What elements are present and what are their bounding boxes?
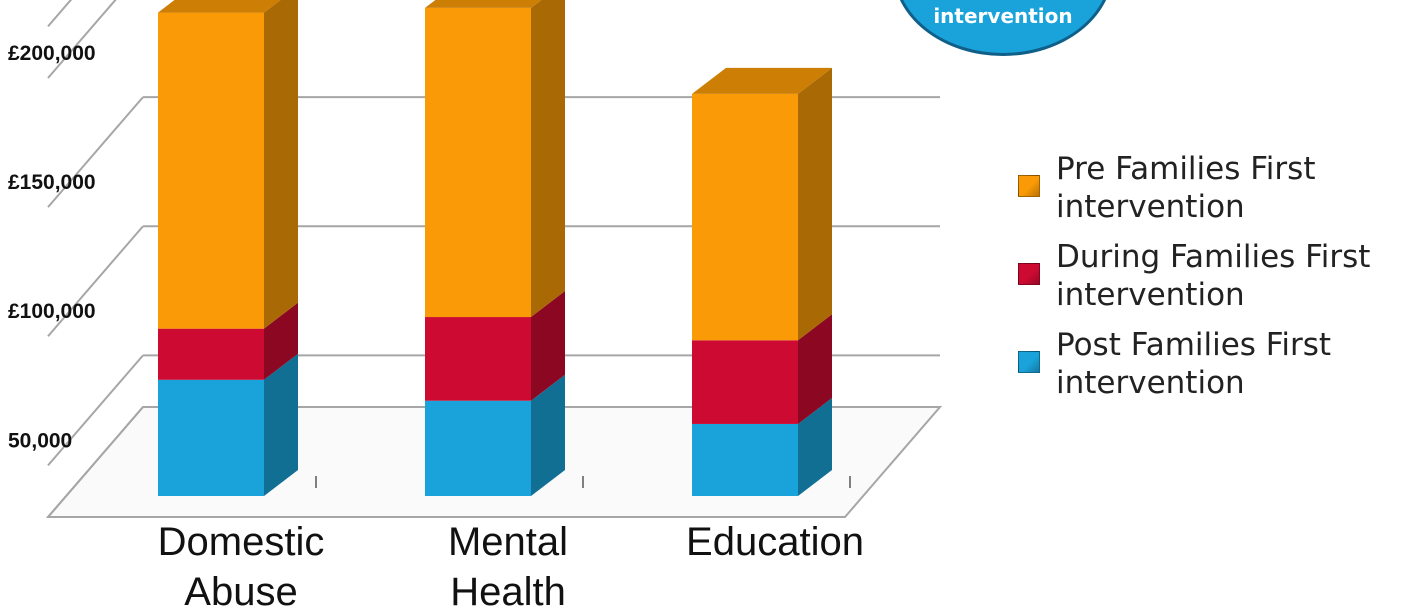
x-category-label: Mental — [448, 520, 568, 564]
y-tick-label: 50,000 — [8, 429, 72, 452]
legend-label-post: Post Families First intervention — [1056, 327, 1331, 401]
bar-segment-side — [264, 0, 298, 329]
x-category-label: Domestic — [158, 520, 325, 564]
stacked-bar-chart: 50,000 £100,000 £150,000 £200,000 Domestic A… — [0, 0, 960, 612]
bar-segment — [158, 13, 264, 329]
bar-segment — [692, 424, 798, 496]
x-category-label: Education — [686, 520, 864, 564]
legend-label-pre: Pre Families First intervention — [1056, 151, 1315, 225]
chart-bars — [158, 0, 850, 496]
bar-segment-side — [798, 68, 832, 340]
bar-segment — [425, 8, 531, 317]
x-axis-categories: Domestic Abuse Mental Health Education — [158, 520, 864, 612]
legend-item-during: During Families First intervention — [1018, 238, 1408, 314]
legend-swatch-during — [1018, 263, 1040, 285]
badge-label: intervention — [896, 4, 1110, 28]
gridline-side — [48, 0, 143, 78]
y-tick-label: £200,000 — [8, 42, 96, 65]
x-category-label: Health — [450, 570, 566, 612]
y-tick-label: £100,000 — [8, 300, 96, 323]
legend-label-during: During Families First intervention — [1056, 239, 1370, 313]
bar-segment — [692, 94, 798, 340]
x-category-label: Abuse — [184, 570, 297, 612]
y-axis-ticks: 50,000 £100,000 £150,000 £200,000 — [8, 42, 96, 452]
bar-segment — [158, 329, 264, 380]
chart-legend: Pre Families First intervention During F… — [1018, 150, 1408, 414]
legend-item-pre: Pre Families First intervention — [1018, 150, 1408, 226]
legend-swatch-pre — [1018, 175, 1040, 197]
bar-segment — [158, 380, 264, 496]
bar-segment-side — [531, 0, 565, 317]
bar-segment — [692, 340, 798, 424]
legend-item-post: Post Families First intervention — [1018, 326, 1408, 402]
legend-swatch-post — [1018, 351, 1040, 373]
bar-segment — [425, 401, 531, 496]
bar-segment — [425, 317, 531, 401]
y-tick-label: £150,000 — [8, 171, 96, 194]
